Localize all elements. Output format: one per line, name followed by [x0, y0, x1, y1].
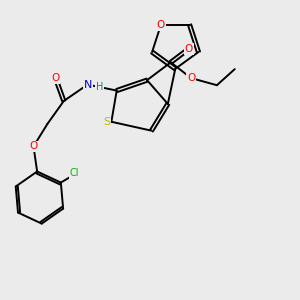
Text: Cl: Cl [70, 168, 79, 178]
Text: O: O [29, 141, 38, 152]
Text: O: O [157, 20, 165, 30]
Text: H: H [96, 82, 103, 92]
Text: O: O [51, 73, 60, 83]
Text: O: O [187, 73, 195, 83]
Text: N: N [83, 80, 92, 90]
Text: S: S [103, 117, 110, 127]
Text: O: O [184, 44, 193, 54]
